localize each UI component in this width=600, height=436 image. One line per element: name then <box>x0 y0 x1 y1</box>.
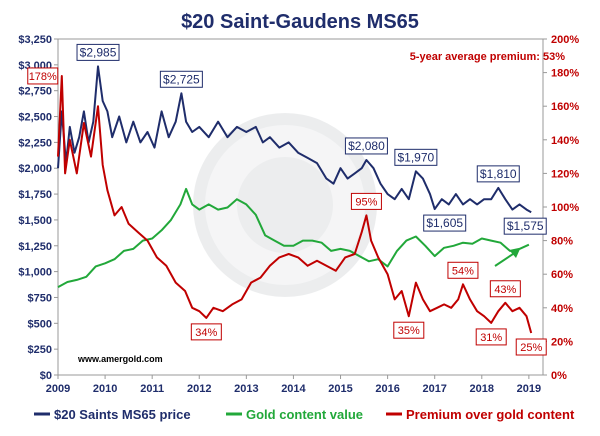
series-line-0 <box>57 65 532 214</box>
data-label-box <box>475 328 507 346</box>
x-tick-label: 2018 <box>470 383 494 395</box>
y-right-tick-label: 180% <box>551 68 579 80</box>
x-tick-label: 2019 <box>517 383 541 395</box>
data-label: $1,810 <box>480 167 517 181</box>
website-watermark: www.amergold.com <box>77 354 163 364</box>
data-label-box <box>394 148 438 166</box>
series-lines <box>57 65 533 334</box>
legend: $20 Saints MS65 price Gold content value P… <box>34 407 575 422</box>
data-label-box <box>27 67 59 85</box>
y-axis-right: 0% 20% 40% 60% 80% 100% 120% 140% 160% 180% 200% <box>543 34 579 382</box>
y-left-tick-label: $0 <box>40 370 52 382</box>
y-axis-left: $0 $250 $500 $750 $1,000 $1,250 $1,500 $1,750 $2… <box>18 34 58 382</box>
y-right-tick-label: 100% <box>551 202 579 214</box>
data-label-box <box>344 137 388 155</box>
data-label-box <box>350 192 382 210</box>
data-label-box <box>190 323 222 341</box>
x-tick-label: 2011 <box>140 383 164 395</box>
y-left-tick-label: $3,250 <box>18 34 52 46</box>
series-line-2 <box>57 75 533 334</box>
y-left-tick-label: $500 <box>28 318 52 330</box>
data-labels: $2,985 $2,725 $2,080 $1,970 $1,605 $1,810 $1,5… <box>27 43 547 356</box>
legend-label: Premium over gold content <box>406 407 575 422</box>
y-left-tick-label: $1,500 <box>18 215 52 227</box>
y-right-tick-label: 200% <box>551 34 579 46</box>
data-label: 95% <box>355 196 377 208</box>
data-label: $1,970 <box>398 150 435 164</box>
data-label: 54% <box>452 265 474 277</box>
data-label-box <box>489 280 521 298</box>
x-tick-label: 2010 <box>93 383 117 395</box>
y-right-tick-label: 140% <box>551 135 579 147</box>
y-left-tick-label: $2,750 <box>18 86 52 98</box>
y-right-tick-label: 20% <box>551 336 573 348</box>
y-right-tick-label: 80% <box>551 236 573 248</box>
data-label: 43% <box>494 284 516 296</box>
y-left-tick-label: $1,250 <box>18 241 52 253</box>
data-label: 178% <box>29 71 57 83</box>
data-label: $1,575 <box>507 219 544 233</box>
x-tick-label: 2009 <box>46 383 70 395</box>
trend-arrow-icon <box>494 249 520 267</box>
legend-label: Gold content value <box>246 407 363 422</box>
y-left-tick-label: $2,000 <box>18 163 52 175</box>
data-label: 34% <box>195 327 217 339</box>
y-left-tick-label: $750 <box>28 292 52 304</box>
data-label: 31% <box>480 332 502 344</box>
average-premium-note: 5-year average premium: 53% <box>410 51 566 63</box>
x-tick-label: 2015 <box>328 383 352 395</box>
data-label-box <box>476 165 520 183</box>
y-left-tick-label: $2,500 <box>18 112 52 124</box>
data-label-box <box>447 261 479 279</box>
data-label: $2,080 <box>348 139 385 153</box>
x-tick-label: 2016 <box>375 383 399 395</box>
y-left-tick-label: $1,000 <box>18 267 52 279</box>
y-right-tick-label: 40% <box>551 303 573 315</box>
data-label: 25% <box>520 342 542 354</box>
data-label-box <box>503 217 547 235</box>
data-label-box <box>515 338 547 356</box>
data-label: $2,725 <box>163 72 200 86</box>
x-tick-label: 2013 <box>234 383 258 395</box>
legend-label: $20 Saints MS65 price <box>54 407 191 422</box>
x-axis: 2009 2010 2011 2012 2013 2014 2015 2016 2017 2018… <box>46 375 541 395</box>
data-label-box <box>423 214 467 232</box>
y-left-tick-label: $1,750 <box>18 189 52 201</box>
x-tick-label: 2012 <box>187 383 211 395</box>
y-right-tick-label: 120% <box>551 168 579 180</box>
chart-title: $20 Saint-Gaudens MS65 <box>181 11 419 33</box>
data-label-box <box>159 70 203 88</box>
data-label: $2,985 <box>80 45 117 59</box>
y-right-tick-label: 0% <box>551 370 567 382</box>
x-tick-label: 2014 <box>281 383 306 395</box>
y-left-tick-label: $2,250 <box>18 137 52 149</box>
y-right-tick-label: 160% <box>551 101 579 113</box>
y-right-tick-label: 60% <box>551 269 573 281</box>
series-line-1 <box>57 187 530 288</box>
data-label: 35% <box>398 325 420 337</box>
data-label-box <box>393 321 425 339</box>
y-left-tick-label: $250 <box>28 344 52 356</box>
x-tick-label: 2017 <box>422 383 446 395</box>
data-label: $1,605 <box>426 216 463 230</box>
data-label-box <box>76 43 120 61</box>
